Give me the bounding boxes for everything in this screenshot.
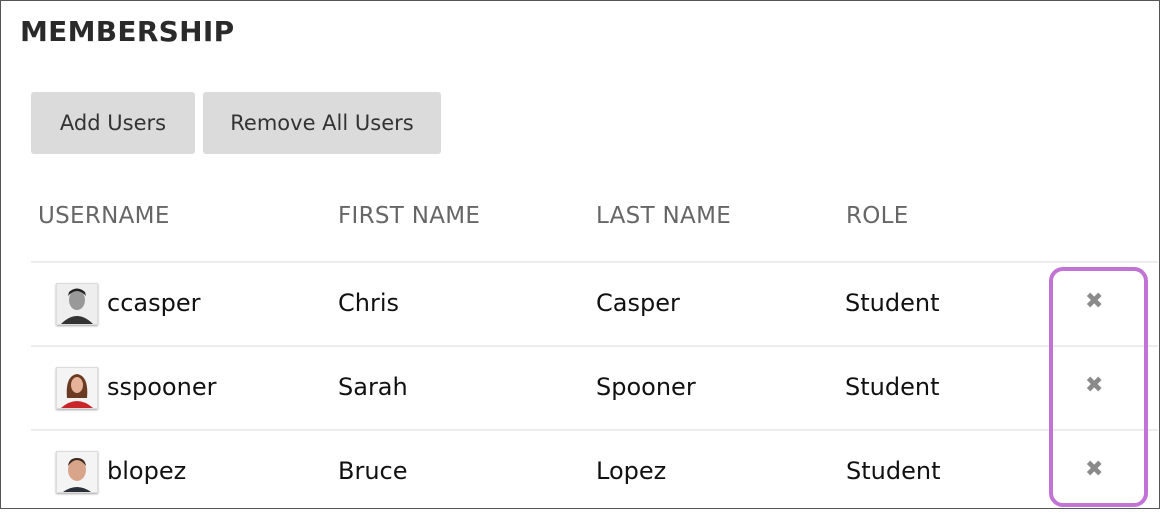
first-name: Sarah — [338, 373, 408, 401]
role: Student — [845, 373, 940, 401]
role: Student — [846, 457, 941, 485]
delete-icon[interactable]: ✖ — [1085, 289, 1104, 314]
last-name: Lopez — [596, 457, 667, 485]
table-row: blopez Bruce Lopez Student ✖ — [31, 429, 1158, 515]
table-row: ccasper Chris Casper Student ✖ — [31, 261, 1158, 347]
column-header-first-name[interactable]: FIRST NAME — [338, 203, 481, 229]
column-header-role[interactable]: ROLE — [846, 203, 909, 229]
page-title: MEMBERSHIP — [20, 15, 235, 48]
avatar — [56, 283, 98, 325]
first-name: Bruce — [338, 457, 408, 485]
column-header-last-name[interactable]: LAST NAME — [596, 203, 732, 229]
avatar — [56, 367, 98, 409]
username[interactable]: sspooner — [107, 373, 217, 401]
avatar — [56, 451, 98, 493]
delete-icon[interactable]: ✖ — [1085, 457, 1104, 482]
table-row: sspooner Sarah Spooner Student ✖ — [31, 345, 1158, 431]
last-name: Casper — [596, 289, 680, 317]
last-name: Spooner — [596, 373, 696, 401]
username[interactable]: ccasper — [107, 289, 201, 317]
add-users-button[interactable]: Add Users — [31, 92, 195, 154]
role: Student — [845, 289, 940, 317]
column-header-username[interactable]: USERNAME — [38, 203, 170, 229]
delete-icon[interactable]: ✖ — [1085, 373, 1104, 398]
first-name: Chris — [338, 289, 400, 317]
remove-all-users-button[interactable]: Remove All Users — [203, 92, 441, 154]
username[interactable]: blopez — [107, 457, 187, 485]
